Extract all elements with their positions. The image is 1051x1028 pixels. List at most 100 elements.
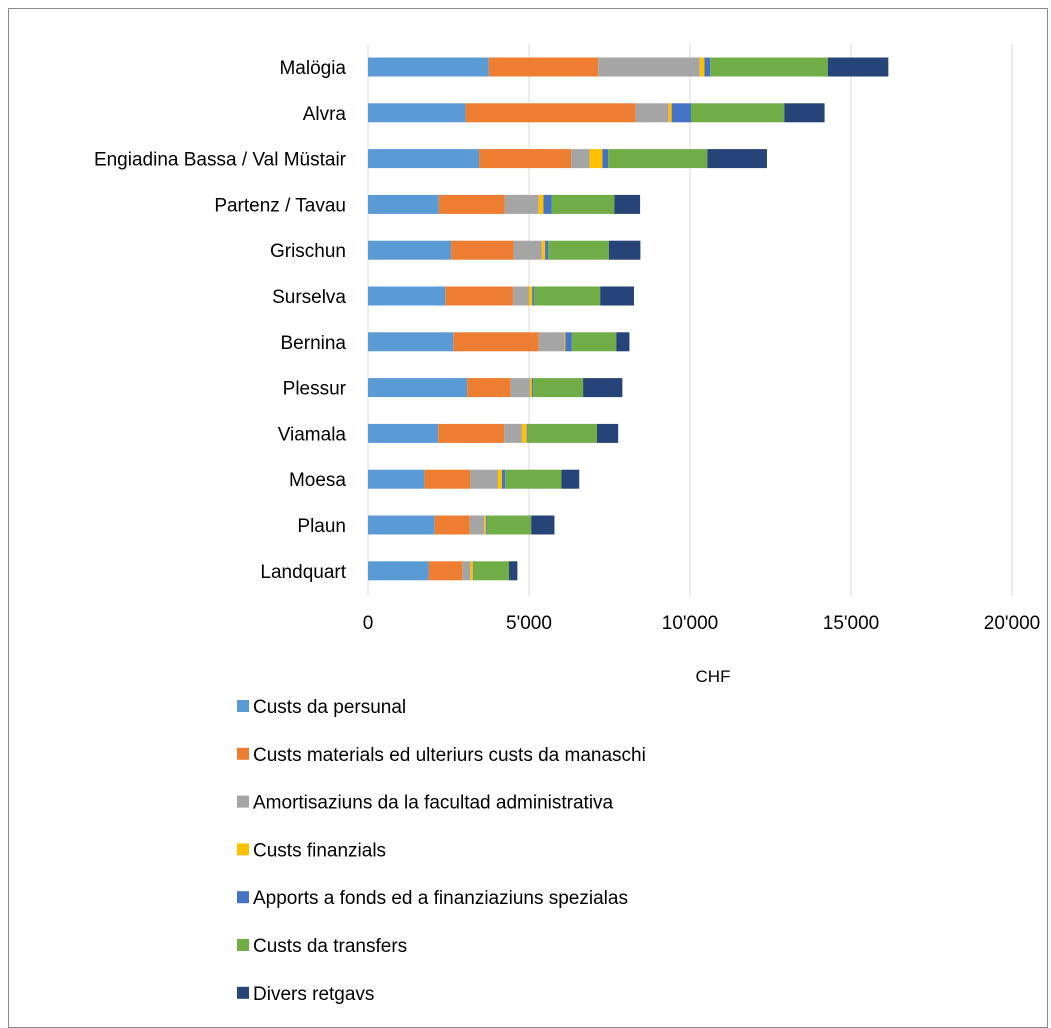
bar-segment — [526, 423, 528, 443]
bar-segment — [479, 149, 572, 169]
bar-segment — [368, 240, 452, 260]
bar-segment — [699, 57, 705, 77]
bar-segment — [504, 194, 539, 214]
bar-segment — [467, 378, 511, 398]
bar-segment — [596, 423, 619, 443]
bar-segment — [602, 149, 609, 169]
bar-segment — [529, 378, 532, 398]
bar-segment — [548, 240, 609, 260]
category-labels: Malögia Alvra Engiadina Bassa / Val Müstai… — [94, 58, 347, 583]
bar-segment — [571, 149, 590, 169]
bar-segment — [541, 240, 546, 260]
bar-segment — [470, 561, 473, 581]
bar-segment — [784, 103, 825, 123]
category-label: Grischun — [270, 241, 346, 262]
category-label: Surselva — [272, 287, 346, 308]
bar-segment — [710, 57, 828, 77]
legend-swatch — [237, 891, 249, 904]
x-axis-title: CHF — [696, 667, 731, 686]
bar-segment — [424, 469, 471, 489]
category-label: Moesa — [289, 470, 346, 491]
bar-segment — [485, 515, 487, 535]
legend-label: Amortisaziuns da la facultad administrat… — [253, 793, 614, 814]
bar-segment — [486, 515, 532, 535]
bar-segment — [368, 515, 435, 535]
legend-swatch — [237, 795, 249, 808]
bar-segment — [561, 469, 580, 489]
bar-segment — [583, 378, 623, 398]
category-label: Plessur — [283, 379, 347, 400]
bar-segment — [543, 194, 552, 214]
bar-segment — [504, 423, 522, 443]
bar-segment — [512, 286, 529, 306]
tick-label: 0 — [363, 613, 374, 634]
legend-label: Custs finanzials — [253, 840, 386, 861]
bar-segment — [671, 103, 691, 123]
bar-segment — [521, 423, 527, 443]
legend-swatch — [237, 843, 249, 856]
bar-segment — [531, 378, 534, 398]
bar-segment — [565, 332, 572, 352]
bar-segment — [505, 469, 562, 489]
bar-segment — [538, 194, 544, 214]
bar-segment — [368, 149, 480, 169]
legend-swatch — [237, 986, 249, 999]
bar-segment — [608, 149, 708, 169]
bar-segment — [531, 515, 555, 535]
bar-segment — [545, 240, 549, 260]
bar-segment — [614, 194, 641, 214]
bar-segment — [368, 469, 425, 489]
bar-segment — [469, 515, 485, 535]
bar-segment — [527, 423, 597, 443]
tick-label: 15'000 — [823, 613, 879, 634]
bar-segment — [368, 561, 429, 581]
bar-segment — [498, 469, 502, 489]
bar-segment — [451, 240, 514, 260]
legend-label: Divers retgavs — [253, 984, 374, 1005]
bar-segment — [434, 515, 470, 535]
bar-segment — [589, 149, 603, 169]
category-label: Partenz / Tavau — [214, 195, 346, 216]
legend-label: Custs materials ed ulteriurs custs da ma… — [253, 745, 646, 766]
bar-segment — [368, 378, 468, 398]
bar-segment — [472, 561, 474, 581]
bar-segment — [368, 332, 454, 352]
bar-segment — [538, 332, 565, 352]
gridlines — [367, 44, 1013, 596]
bar-segment — [368, 423, 439, 443]
bar-segment — [616, 332, 630, 352]
legend-label: Apports a fonds ed a finanziaziuns spezi… — [253, 888, 628, 909]
legend-swatch — [237, 747, 249, 760]
bar-segment — [513, 240, 542, 260]
bars — [368, 57, 889, 581]
bar-segment — [533, 378, 584, 398]
legend-label: Custs da transfers — [253, 936, 407, 957]
bar-segment — [690, 103, 785, 123]
bar-segment — [368, 194, 439, 214]
bar-segment — [428, 561, 463, 581]
bar-segment — [462, 561, 471, 581]
bar-segment — [571, 332, 617, 352]
category-label: Plaun — [297, 516, 346, 537]
bar-segment — [608, 240, 641, 260]
bar-segment — [668, 103, 672, 123]
legend-label: Custs da persunal — [253, 697, 406, 718]
bar-segment — [453, 332, 539, 352]
bar-segment — [368, 286, 446, 306]
x-tick-labels: 0 5'000 10'000 15'000 20'000 — [363, 613, 1041, 634]
category-label: Engiadina Bassa / Val Müstair — [94, 150, 347, 171]
bar-segment — [488, 57, 599, 77]
bar-segment — [473, 561, 510, 581]
legend-swatch — [237, 700, 249, 712]
bar-segment — [368, 103, 466, 123]
bar-segment — [509, 561, 518, 581]
bar-segment — [510, 378, 530, 398]
bar-segment — [534, 286, 601, 306]
bar-segment — [445, 286, 513, 306]
tick-label: 5'000 — [506, 613, 552, 634]
bar-segment — [529, 286, 533, 306]
bar-segment — [438, 423, 505, 443]
bar-segment — [501, 469, 506, 489]
category-label: Alvra — [303, 104, 347, 125]
